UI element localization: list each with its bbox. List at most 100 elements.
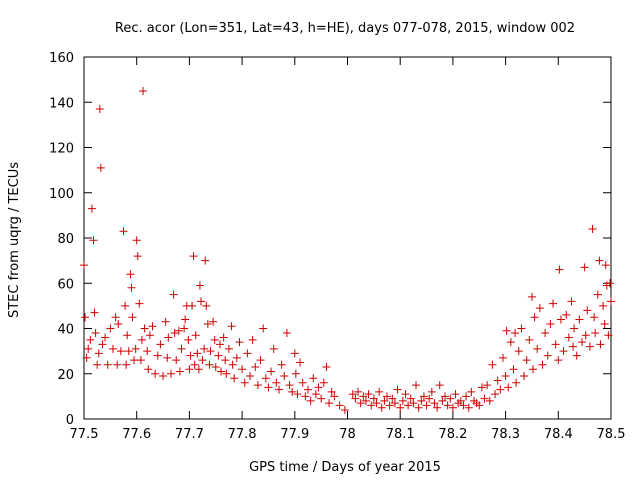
data-point xyxy=(322,362,331,371)
data-point xyxy=(94,349,103,358)
data-point xyxy=(202,301,211,310)
data-point xyxy=(398,396,407,405)
data-point xyxy=(90,308,99,317)
y-axis-tick-labels: 0 20 40 60 80 100 120 140 160 xyxy=(49,51,74,428)
data-point xyxy=(91,329,100,338)
data-point xyxy=(502,326,511,335)
data-point xyxy=(498,353,507,362)
data-point xyxy=(356,399,365,408)
data-point xyxy=(409,399,418,408)
data-point xyxy=(588,224,597,233)
data-point xyxy=(496,385,505,394)
data-point xyxy=(175,367,184,376)
data-point xyxy=(564,333,573,342)
data-point xyxy=(595,256,604,265)
data-point xyxy=(148,322,157,331)
data-point xyxy=(86,335,95,344)
data-point xyxy=(340,405,349,414)
data-point xyxy=(425,394,434,403)
data-point xyxy=(562,310,571,319)
data-point xyxy=(309,374,318,383)
data-point xyxy=(448,403,457,412)
data-point xyxy=(119,227,128,236)
data-point xyxy=(590,313,599,322)
data-point xyxy=(200,344,209,353)
data-point xyxy=(84,344,93,353)
data-point xyxy=(464,403,473,412)
data-point xyxy=(188,301,197,310)
data-point xyxy=(128,313,137,322)
data-point xyxy=(180,324,189,333)
data-point xyxy=(296,358,305,367)
data-point xyxy=(248,335,257,344)
data-point xyxy=(414,403,423,412)
y-tick-label: 80 xyxy=(57,232,74,247)
data-point xyxy=(101,333,110,342)
data-point xyxy=(274,385,283,394)
data-point xyxy=(139,86,148,95)
axis-ticks xyxy=(83,56,612,420)
data-point xyxy=(361,396,370,405)
data-point xyxy=(529,365,538,374)
data-point xyxy=(238,365,247,374)
data-point xyxy=(351,394,360,403)
data-point xyxy=(569,342,578,351)
data-point xyxy=(174,326,183,335)
data-point xyxy=(509,365,518,374)
data-point xyxy=(87,204,96,213)
x-tick-label: 78.1 xyxy=(386,427,415,442)
x-tick-label: 78.3 xyxy=(491,427,520,442)
data-point xyxy=(493,376,502,385)
data-point xyxy=(480,394,489,403)
data-point xyxy=(227,322,236,331)
data-point xyxy=(166,369,175,378)
data-point xyxy=(517,324,526,333)
y-tick-label: 140 xyxy=(49,96,74,111)
data-point xyxy=(264,383,273,392)
data-point xyxy=(272,378,281,387)
data-point xyxy=(169,290,178,299)
data-point xyxy=(417,396,426,405)
data-point xyxy=(583,306,592,315)
data-point xyxy=(330,392,339,401)
data-point xyxy=(578,338,587,347)
data-point xyxy=(467,387,476,396)
x-tick-label: 77.7 xyxy=(175,427,204,442)
y-tick-label: 120 xyxy=(49,142,74,157)
data-point xyxy=(246,372,255,381)
data-point xyxy=(163,353,172,362)
data-point xyxy=(419,392,428,401)
data-point xyxy=(522,356,531,365)
data-point xyxy=(551,340,560,349)
data-point xyxy=(113,360,122,369)
data-point xyxy=(181,315,190,324)
y-tick-label: 100 xyxy=(49,187,74,202)
x-tick-label: 78.2 xyxy=(438,427,467,442)
data-point xyxy=(585,342,594,351)
data-point xyxy=(106,324,115,333)
data-point xyxy=(143,347,152,356)
data-point xyxy=(203,319,212,328)
data-point xyxy=(440,392,449,401)
data-point xyxy=(186,351,195,360)
data-point xyxy=(93,360,102,369)
data-point xyxy=(228,360,237,369)
data-points xyxy=(80,86,615,414)
data-point xyxy=(111,313,120,322)
data-point xyxy=(591,329,600,338)
data-point xyxy=(156,340,165,349)
data-point xyxy=(525,335,534,344)
data-point xyxy=(193,349,202,358)
data-point xyxy=(520,372,529,381)
data-point xyxy=(438,396,447,405)
y-tick-label: 60 xyxy=(57,277,74,292)
data-point xyxy=(535,304,544,313)
data-point xyxy=(251,362,260,371)
x-tick-label: 78 xyxy=(339,427,356,442)
data-point xyxy=(145,331,154,340)
data-point xyxy=(581,331,590,340)
data-point xyxy=(215,340,224,349)
data-point xyxy=(98,340,107,349)
x-tick-label: 77.5 xyxy=(70,427,99,442)
data-point xyxy=(396,403,405,412)
